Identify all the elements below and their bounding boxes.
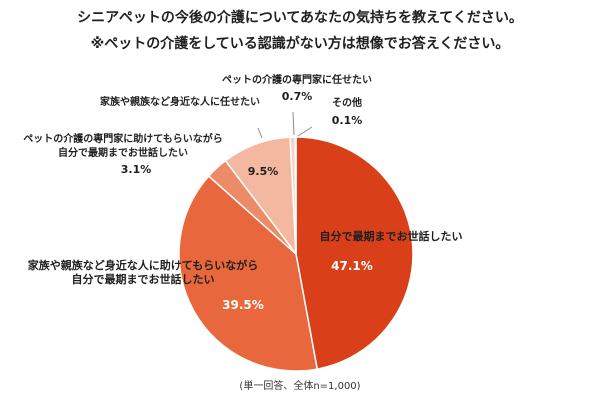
slice-label-3-line-1: ペットの介護の専門家に助けてもらいながら bbox=[23, 132, 223, 145]
slice-value-3: 3.1% bbox=[121, 163, 152, 176]
slice-label-3-line-2: 自分で最期までお世話したい bbox=[58, 146, 188, 159]
slice-value-4: 9.5% bbox=[248, 165, 279, 178]
leader-line-5 bbox=[292, 111, 295, 136]
slice-label-1-line-1: 自分で最期までお世話したい bbox=[320, 229, 463, 243]
chart-title-line-1: シニアペットの今後の介護についてあなたの気持ちを教えてください。 bbox=[77, 10, 523, 26]
pie-slice-1 bbox=[295, 136, 414, 370]
slice-value-5: 0.7% bbox=[282, 90, 313, 103]
slice-value-2: 39.5% bbox=[222, 298, 264, 312]
leader-line-6 bbox=[297, 126, 313, 137]
chart-title-line-2: ※ペットの介護をしている認識がない方は想像でお答えください。 bbox=[90, 36, 510, 52]
slice-label-5-line-1: ペットの介護の専門家に任せたい bbox=[222, 73, 372, 86]
sample-note: (単一回答、全体n=1,000) bbox=[239, 381, 361, 392]
slice-label-2-line-1: 家族や親族など身近な人に助けてもらいながら bbox=[28, 258, 258, 272]
slice-value-6: 0.1% bbox=[332, 114, 363, 127]
slice-label-4-line-1: 家族や親族など身近な人に任せたい bbox=[100, 95, 260, 108]
slice-label-2-line-2: 自分で最期までお世話したい bbox=[72, 272, 215, 286]
pie-slice-2 bbox=[178, 175, 319, 372]
slice-label-6-line-1: その他 bbox=[332, 96, 362, 109]
slice-value-1: 47.1% bbox=[331, 259, 373, 273]
pie-slice-6 bbox=[294, 136, 297, 255]
leader-line-4 bbox=[257, 127, 263, 139]
